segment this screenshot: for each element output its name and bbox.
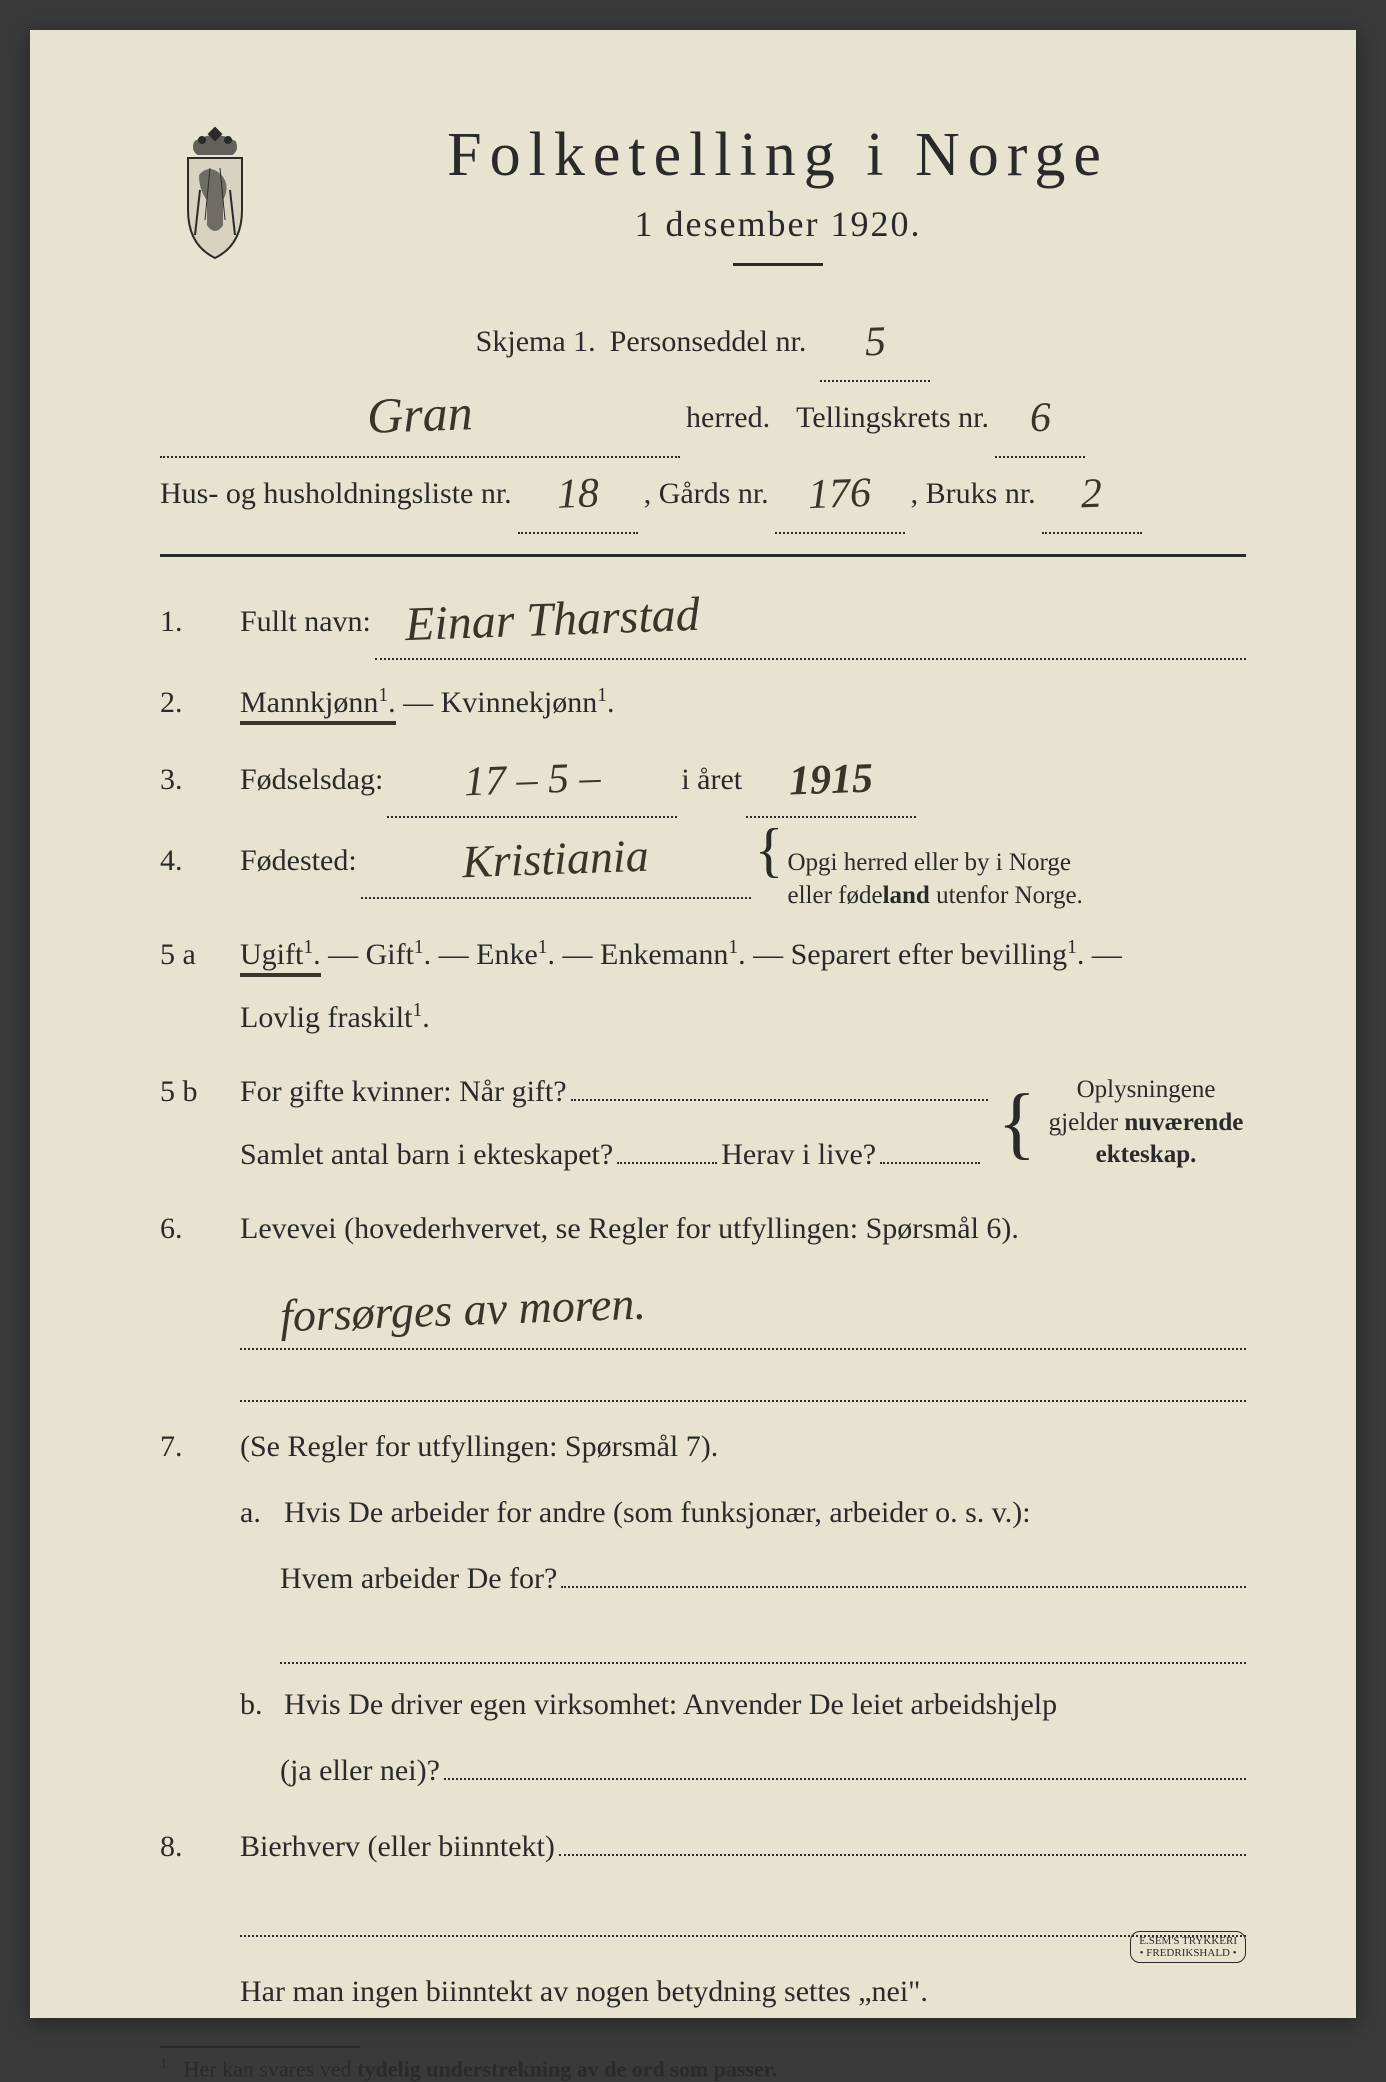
q4-value: Kristiania [462, 838, 650, 881]
q5b-line2b: Herav i live? [721, 1123, 876, 1186]
q5b-note: Oplysningene gjelder nuværende ekteskap. [1046, 1074, 1246, 1172]
q7b-text1: Hvis De driver egen virksomhet: Anvender… [284, 1672, 1057, 1738]
bruks-label: , Bruks nr. [911, 458, 1036, 530]
q1-num: 1. [160, 587, 220, 656]
q7-intro: (Se Regler for utfyllingen: Spørsmål 7). [240, 1414, 1246, 1480]
skjema-label: Skjema 1. [476, 306, 596, 378]
q7a-text1: Hvis De arbeider for andre (som funksjon… [284, 1480, 1031, 1546]
q2-mann: Mannkjønn1. [240, 686, 396, 725]
divider [160, 554, 1246, 557]
q5a-enke: Enke1. [476, 938, 555, 971]
herred-label: herred. [686, 382, 770, 454]
q6-label: Levevei (hovederhvervet, se Regler for u… [240, 1194, 1246, 1263]
title-rule [733, 263, 823, 266]
q5b-line2a: Samlet antal barn i ekteskapet? [240, 1123, 613, 1186]
main-title: Folketelling i Norge [310, 120, 1246, 191]
brace-icon: { [998, 1095, 1036, 1151]
husliste-nr: 18 [556, 477, 599, 512]
questions: 1. Fullt navn: Einar Tharstad 2. Mannkjø… [160, 587, 1246, 2026]
personseddel-label: Personseddel nr. [610, 306, 807, 378]
q5b-num: 5 b [160, 1057, 220, 1126]
printer-stamp: E.SEM'S TRYKKERI • FREDRIKSHALD • [1130, 1931, 1246, 1963]
q2-sep: — [403, 686, 441, 719]
q3-num: 3. [160, 745, 220, 814]
q3-row: 3. Fødselsdag: 17 – 5 – i året 1915 [160, 745, 1246, 818]
q1-row: 1. Fullt navn: Einar Tharstad [160, 587, 1246, 660]
husliste-label: Hus- og husholdningsliste nr. [160, 458, 512, 530]
q6-value: forsørges av moren. [279, 1286, 646, 1336]
census-form-page: Folketelling i Norge 1 desember 1920. Sk… [30, 30, 1356, 2018]
q5a-ugift: Ugift1. [240, 938, 321, 977]
q6-row: 6. Levevei (hovederhvervet, se Regler fo… [160, 1194, 1246, 1402]
gards-nr: 176 [808, 477, 872, 513]
q4-row: 4. Fødested: Kristiania { Opgi herred el… [160, 826, 1246, 912]
personseddel-nr: 5 [864, 326, 886, 360]
coat-of-arms-icon [160, 120, 270, 260]
q7a-text2: Hvem arbeider De for? [280, 1546, 557, 1612]
subtitle: 1 desember 1920. [310, 203, 1246, 245]
tellingskrets-label: Tellingskrets nr. [796, 382, 989, 454]
q7b-label: b. [240, 1672, 280, 1738]
q5a-fraskilt: Lovlig fraskilt1. [240, 1001, 430, 1034]
q5a-gift: Gift1. [366, 938, 432, 971]
q3-day: 17 – 5 – [464, 762, 602, 800]
tellingskrets-nr: 6 [1029, 402, 1051, 436]
q4-label: Fødested: [240, 826, 357, 895]
bruks-nr: 2 [1081, 478, 1103, 512]
meta-block: Skjema 1. Personseddel nr. 5 Gran herred… [160, 306, 1246, 534]
q5b-line1: For gifte kvinner: Når gift? [240, 1060, 567, 1123]
footnote: 1 Her kan svares ved tydelig understrekn… [160, 2056, 1246, 2082]
q7-num: 7. [160, 1412, 220, 1481]
q8-num: 8. [160, 1812, 220, 1881]
q3-year-label: i året [681, 745, 742, 814]
q1-value: Einar Tharstad [404, 596, 700, 645]
q5a-enkemann: Enkemann1. [600, 938, 746, 971]
q5b-row: 5 b For gifte kvinner: Når gift? Samlet … [160, 1057, 1246, 1186]
q8-row: 8. Bierhverv (eller biinntekt) [160, 1812, 1246, 1881]
q5a-separert: Separert efter bevilling1. [791, 938, 1085, 971]
closing-note: Har man ingen biinntekt av nogen betydni… [240, 1957, 1246, 2026]
q7b-text2: (ja eller nei)? [280, 1738, 440, 1804]
q1-label: Fullt navn: [240, 587, 371, 656]
q6-num: 6. [160, 1194, 220, 1263]
q8-label: Bierhverv (eller biinntekt) [240, 1812, 555, 1881]
q4-num: 4. [160, 826, 220, 895]
q2-num: 2. [160, 668, 220, 737]
herred-value: Gran [367, 392, 474, 436]
brace-icon: { [755, 829, 784, 871]
q7-row: 7. (Se Regler for utfyllingen: Spørsmål … [160, 1412, 1246, 1804]
q7a-label: a. [240, 1480, 280, 1546]
q2-row: 2. Mannkjønn1. — Kvinnekjønn1. [160, 668, 1246, 737]
q3-label: Fødselsdag: [240, 745, 383, 814]
q4-note: Opgi herred eller by i Norge eller fødel… [787, 847, 1082, 912]
title-block: Folketelling i Norge 1 desember 1920. [310, 120, 1246, 266]
q5a-num: 5 a [160, 920, 220, 989]
q5a-row: 5 a Ugift1. — Gift1. — Enke1. — Enkemann… [160, 920, 1246, 1049]
q3-year: 1915 [789, 763, 874, 800]
header: Folketelling i Norge 1 desember 1920. [160, 120, 1246, 266]
gards-label: , Gårds nr. [644, 458, 769, 530]
q2-kvinne: Kvinnekjønn1. [441, 686, 615, 719]
